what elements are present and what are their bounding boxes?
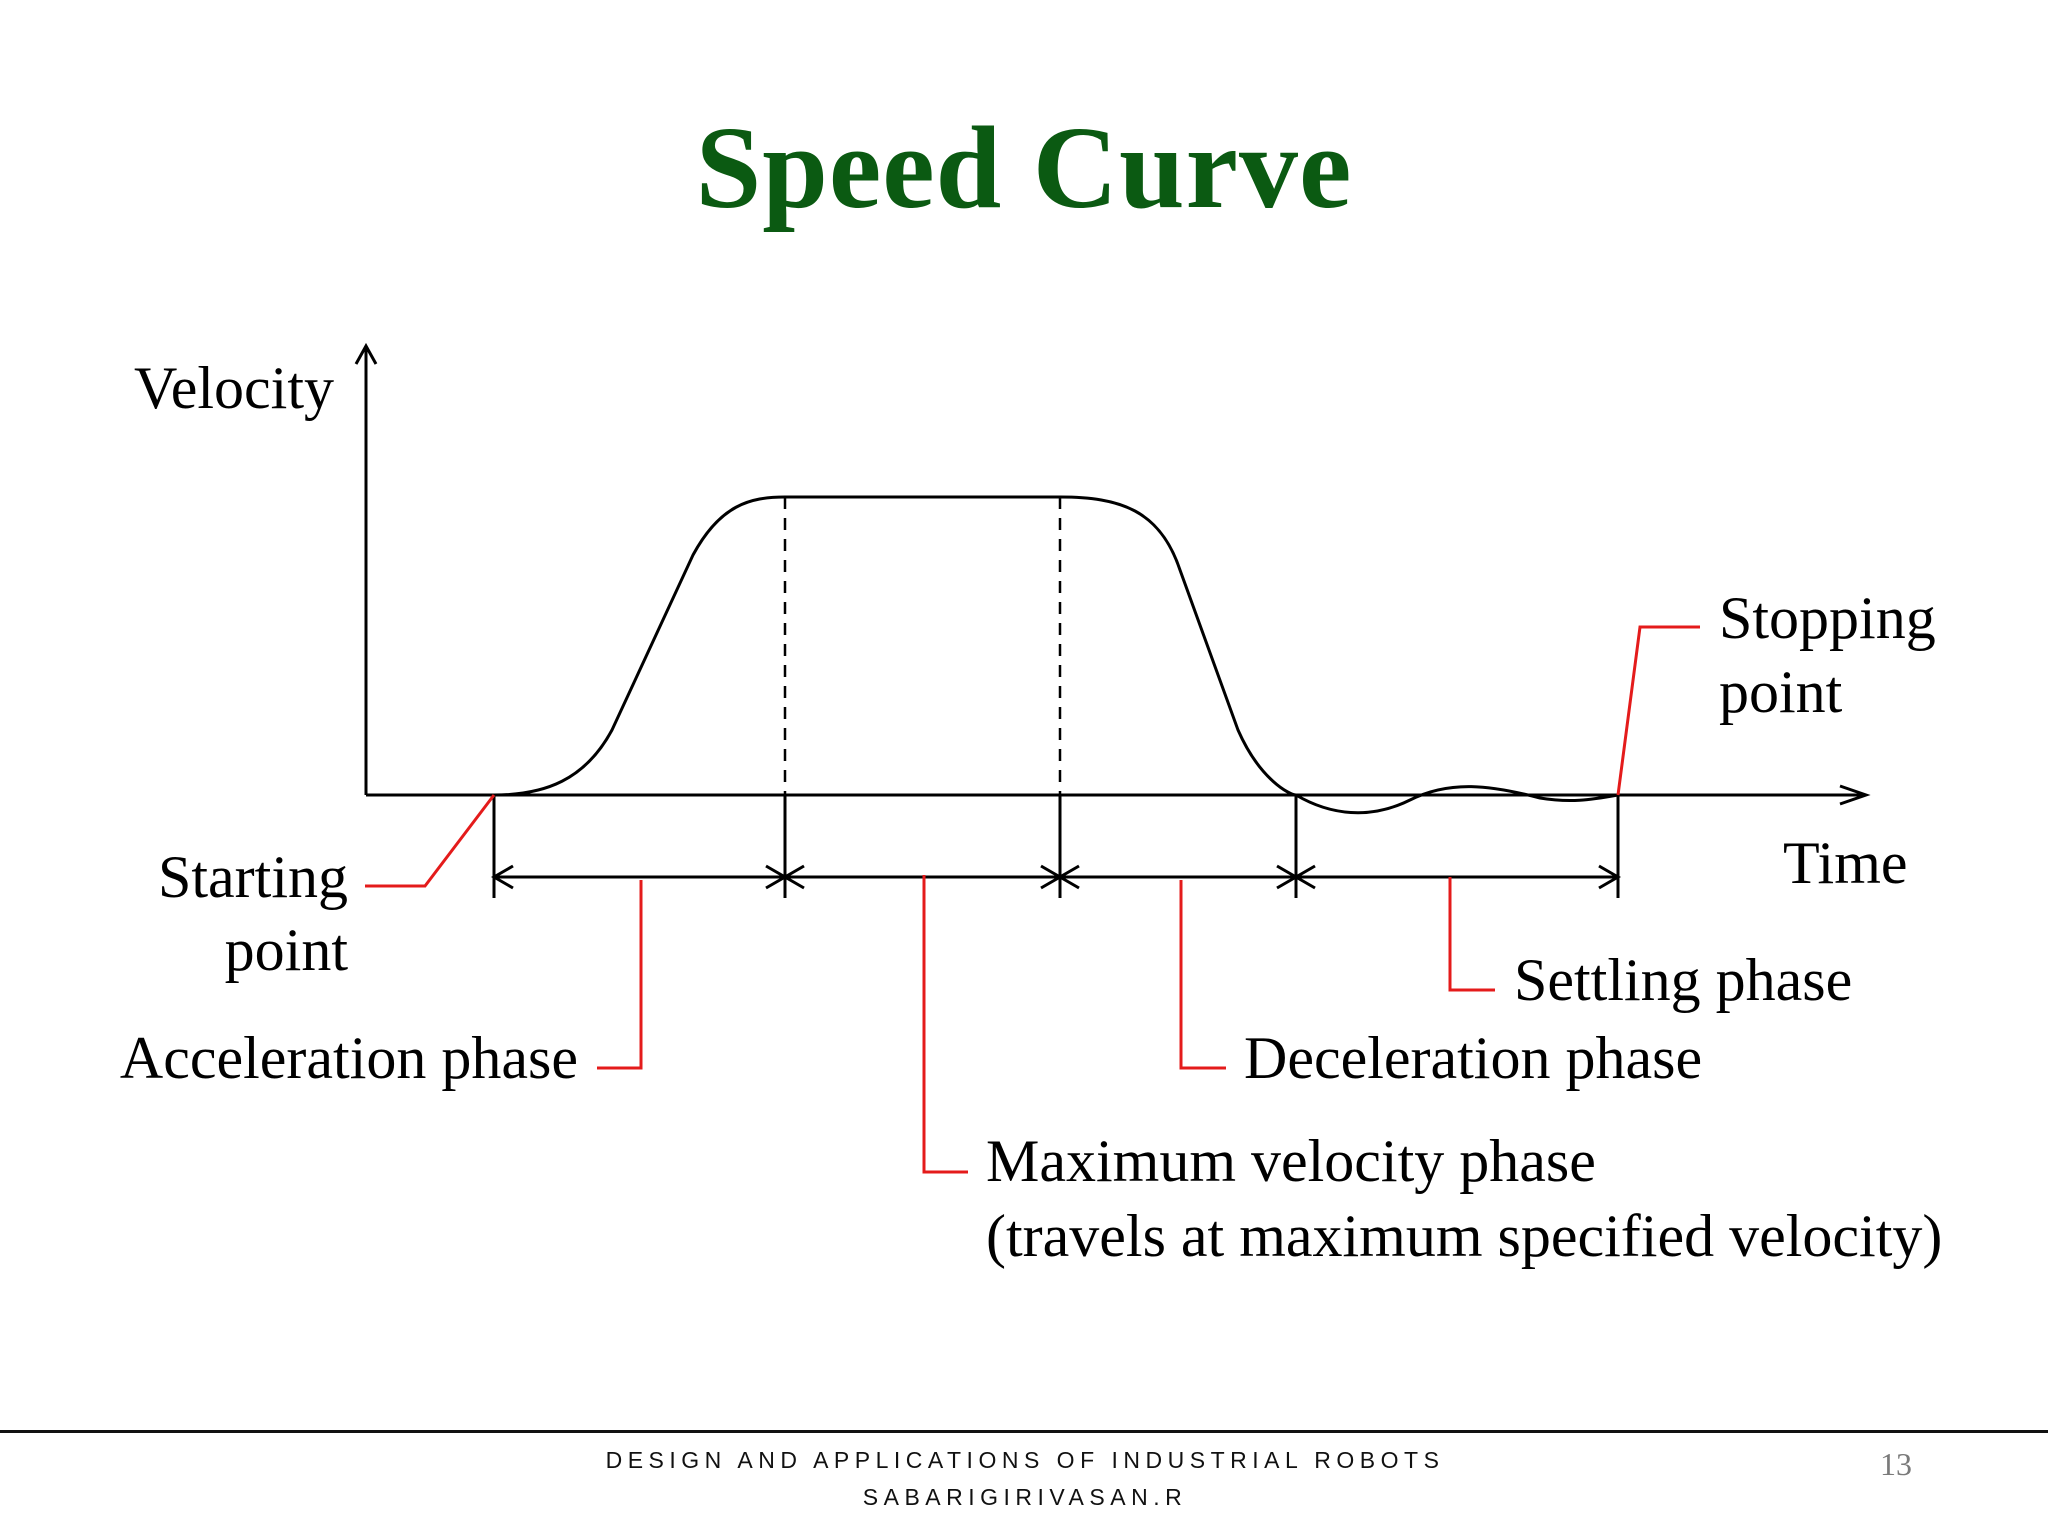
y-axis-label: Velocity (134, 355, 334, 421)
deceleration-phase-label: Deceleration phase (1244, 1025, 1702, 1091)
x-axis-arrowhead-icon (1839, 784, 1871, 806)
phase-dimension-lines (491, 795, 1621, 898)
starting-point-label-line2: point (225, 917, 349, 983)
leader-deceleration (1179, 880, 1226, 1070)
callout-leaders (365, 625, 1700, 1174)
footer-course-title: DESIGN AND APPLICATIONS OF INDUSTRIAL RO… (605, 1447, 1445, 1473)
page-number: 13 (1880, 1446, 1912, 1482)
leader-stopping-point (1616, 625, 1700, 796)
y-axis-arrowhead-icon (354, 342, 378, 365)
max-velocity-phase-label-line1: Maximum velocity phase (986, 1128, 1596, 1194)
footer-author: SABARIGIRIVASAN.R (862, 1484, 1188, 1510)
axes (354, 342, 1871, 806)
phase-dashed-guides (783, 497, 1062, 795)
acceleration-phase-label: Acceleration phase (120, 1025, 578, 1091)
max-velocity-phase-label-line2: (travels at maximum specified velocity) (986, 1203, 1942, 1269)
starting-point-label-line1: Starting (158, 844, 348, 910)
footer-divider (0, 1430, 2048, 1433)
leader-max-velocity (922, 875, 968, 1174)
settling-phase-label: Settling phase (1514, 947, 1852, 1013)
stopping-point-label-line2: point (1719, 659, 1843, 725)
leader-starting-point (365, 794, 496, 888)
slide-title: Speed Curve (695, 102, 1353, 233)
velocity-curve (493, 495, 1619, 815)
leader-acceleration (597, 880, 643, 1070)
stopping-point-label-line1: Stopping (1719, 585, 1936, 651)
leader-settling (1448, 877, 1495, 992)
x-axis-label: Time (1783, 830, 1908, 896)
